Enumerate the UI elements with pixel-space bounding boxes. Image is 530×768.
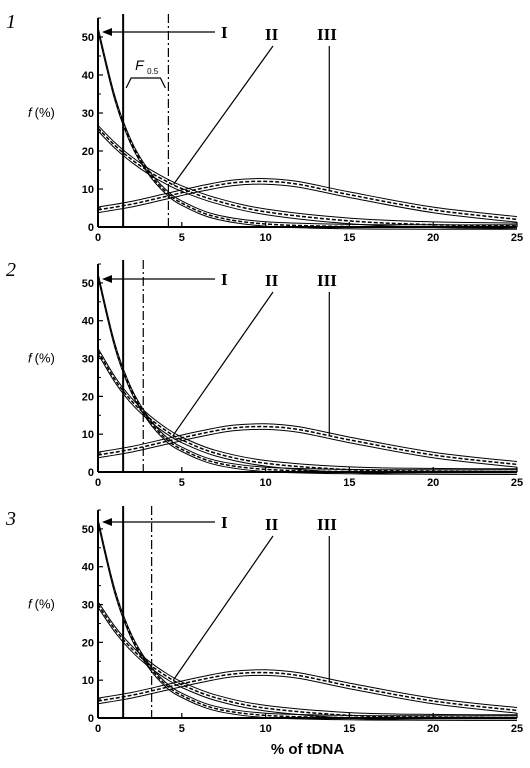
y-tick-label: 10 (82, 429, 94, 441)
panel-number: 1 (6, 11, 16, 33)
f05-bracket (125, 77, 166, 89)
x-tick-label: 20 (427, 723, 439, 735)
f05-label: F (135, 57, 145, 73)
x-tick-label: 10 (259, 723, 271, 735)
y-tick-label: 30 (82, 354, 94, 366)
series-3-line (97, 425, 518, 466)
x-axis-label: % of tDNA (271, 741, 344, 758)
x-tick-label: 20 (427, 232, 439, 244)
series-3-line (97, 671, 518, 712)
y-axis-label-f: f (28, 105, 33, 120)
y-axis-label-unit: (%) (35, 351, 55, 366)
y-tick-label: 0 (88, 713, 94, 725)
series-3-upper-bound (97, 178, 518, 218)
label-I-arrowhead (102, 518, 112, 526)
series-2-line (97, 127, 518, 227)
y-tick-label: 0 (88, 222, 94, 234)
curve-label-I: I (221, 513, 228, 532)
curve-label-II: II (265, 271, 279, 290)
x-tick-label: 0 (95, 232, 101, 244)
x-tick-label: 0 (95, 477, 101, 489)
x-tick-label: 5 (179, 232, 185, 244)
series-2-upper-bound (97, 347, 518, 470)
y-tick-label: 30 (82, 600, 94, 612)
curve-label-I: I (221, 23, 228, 42)
label-II-leader (172, 535, 274, 681)
y-axis-label-unit: (%) (35, 105, 55, 120)
panel-number: 2 (6, 259, 16, 281)
series-2-lower-bound (97, 353, 518, 475)
y-tick-label: 40 (82, 316, 94, 328)
x-tick-label: 20 (427, 477, 439, 489)
series-2-upper-bound (97, 125, 518, 224)
y-tick-label: 50 (82, 32, 94, 44)
y-axis-label-f: f (28, 351, 33, 366)
x-tick-label: 15 (343, 477, 355, 489)
x-tick-label: 15 (343, 232, 355, 244)
series-1-lower-bound (97, 277, 518, 475)
x-tick-label: 5 (179, 477, 185, 489)
y-tick-label: 20 (82, 146, 94, 158)
label-I-arrowhead (102, 275, 112, 283)
x-tick-label: 10 (259, 232, 271, 244)
series-1-upper-bound (97, 272, 518, 471)
curve-label-III: III (317, 271, 337, 290)
y-axis-label-f: f (28, 597, 33, 612)
f05-subscript: 0.5 (147, 67, 159, 76)
y-tick-label: 40 (82, 562, 94, 574)
series-2-lower-bound (97, 607, 518, 721)
x-tick-label: 10 (259, 477, 271, 489)
x-tick-label: 25 (511, 232, 523, 244)
series-3-line (97, 180, 518, 221)
x-tick-label: 5 (179, 723, 185, 735)
label-I-arrowhead (102, 28, 112, 36)
x-tick-label: 0 (95, 723, 101, 735)
y-tick-label: 50 (82, 278, 94, 290)
curve-label-III: III (317, 515, 337, 534)
y-tick-label: 50 (82, 524, 94, 536)
curve-label-I: I (221, 270, 228, 289)
label-II-leader (172, 291, 274, 436)
label-II-leader (172, 45, 274, 185)
series-3-lower-bound (97, 674, 518, 714)
y-tick-label: 10 (82, 184, 94, 196)
series-1-upper-bound (97, 518, 518, 717)
y-tick-label: 40 (82, 70, 94, 82)
y-axis-label: f (%) (28, 597, 55, 612)
y-tick-label: 30 (82, 108, 94, 120)
y-tick-label: 20 (82, 391, 94, 403)
y-axis-label: f (%) (28, 105, 55, 120)
series-2-upper-bound (97, 601, 518, 716)
curve-label-II: II (265, 515, 279, 534)
curve-label-III: III (317, 25, 337, 44)
series-1-line (97, 521, 518, 719)
curve-label-II: II (265, 25, 279, 44)
series-1-lower-bound (97, 523, 518, 721)
x-tick-label: 15 (343, 723, 355, 735)
series-1-upper-bound (97, 27, 518, 226)
y-axis-label-unit: (%) (35, 597, 55, 612)
series-3-lower-bound (97, 183, 518, 223)
series-1-line (97, 275, 518, 473)
panel-number: 3 (5, 508, 16, 530)
x-tick-label: 25 (511, 477, 523, 489)
series-1-line (97, 29, 518, 228)
series-3-upper-bound (97, 423, 518, 463)
y-tick-label: 20 (82, 637, 94, 649)
y-tick-label: 0 (88, 467, 94, 479)
x-tick-label: 25 (511, 723, 523, 735)
series-3-lower-bound (97, 428, 518, 468)
y-tick-label: 10 (82, 675, 94, 687)
series-1-lower-bound (97, 31, 518, 230)
series-2-line (97, 604, 518, 719)
y-axis-label: f (%) (28, 351, 55, 366)
series-2-line (97, 350, 518, 473)
